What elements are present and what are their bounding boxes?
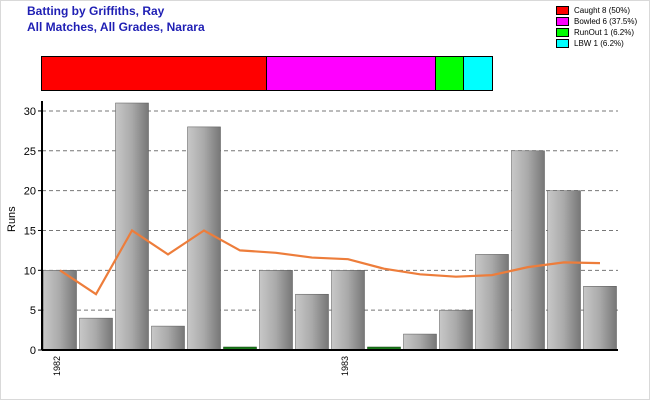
bar: [547, 190, 581, 351]
distribution-segment-bowled: [267, 57, 436, 90]
bar: [79, 317, 113, 351]
legend: Caught 8 (50%) Bowled 6 (37.5%) RunOut 1…: [556, 5, 637, 49]
legend-item-runout: RunOut 1 (6.2%): [556, 27, 637, 38]
legend-item-bowled: Bowled 6 (37.5%): [556, 16, 637, 27]
distribution-segment-runout: [435, 57, 464, 90]
y-tick-label: 30: [24, 106, 36, 118]
bar: [403, 333, 437, 351]
distribution-segment-caught: [42, 57, 267, 90]
y-tick-label: 10: [24, 265, 36, 277]
legend-swatch-caught: [556, 6, 569, 15]
bar: [151, 325, 185, 351]
legend-swatch-bowled: [556, 17, 569, 26]
y-tick-label: 0: [30, 345, 36, 357]
bar: [295, 293, 329, 351]
y-tick-label: 20: [24, 186, 36, 198]
distribution-segment-lbw: [463, 57, 492, 90]
legend-label-bowled: Bowled 6 (37.5%): [574, 17, 638, 26]
legend-label-runout: RunOut 1 (6.2%): [574, 28, 635, 37]
y-tick-label: 25: [24, 146, 36, 158]
legend-label-caught: Caught 8 (50%): [574, 6, 631, 15]
bar: [115, 102, 149, 351]
bar: [43, 270, 77, 351]
y-tick-label: 15: [24, 225, 36, 237]
bar: [583, 286, 617, 351]
average-line: [59, 228, 601, 296]
bar: [259, 270, 293, 351]
chart-subtitle: All Matches, All Grades, Narara: [27, 20, 205, 34]
x-tick-label: 1982: [52, 356, 62, 376]
legend-label-lbw: LBW 1 (6.2%): [574, 39, 624, 48]
bar: [439, 309, 473, 351]
dismissal-distribution-bar: [41, 56, 493, 91]
bar: [511, 150, 545, 351]
legend-swatch-lbw: [556, 39, 569, 48]
x-tick-label: 1983: [340, 356, 350, 376]
bar: [475, 254, 509, 351]
bar: [331, 270, 365, 351]
legend-item-lbw: LBW 1 (6.2%): [556, 38, 637, 49]
legend-item-caught: Caught 8 (50%): [556, 5, 637, 16]
chart-title: Batting by Griffiths, Ray: [27, 4, 165, 18]
y-tick-label: 5: [30, 305, 36, 317]
legend-swatch-runout: [556, 28, 569, 37]
